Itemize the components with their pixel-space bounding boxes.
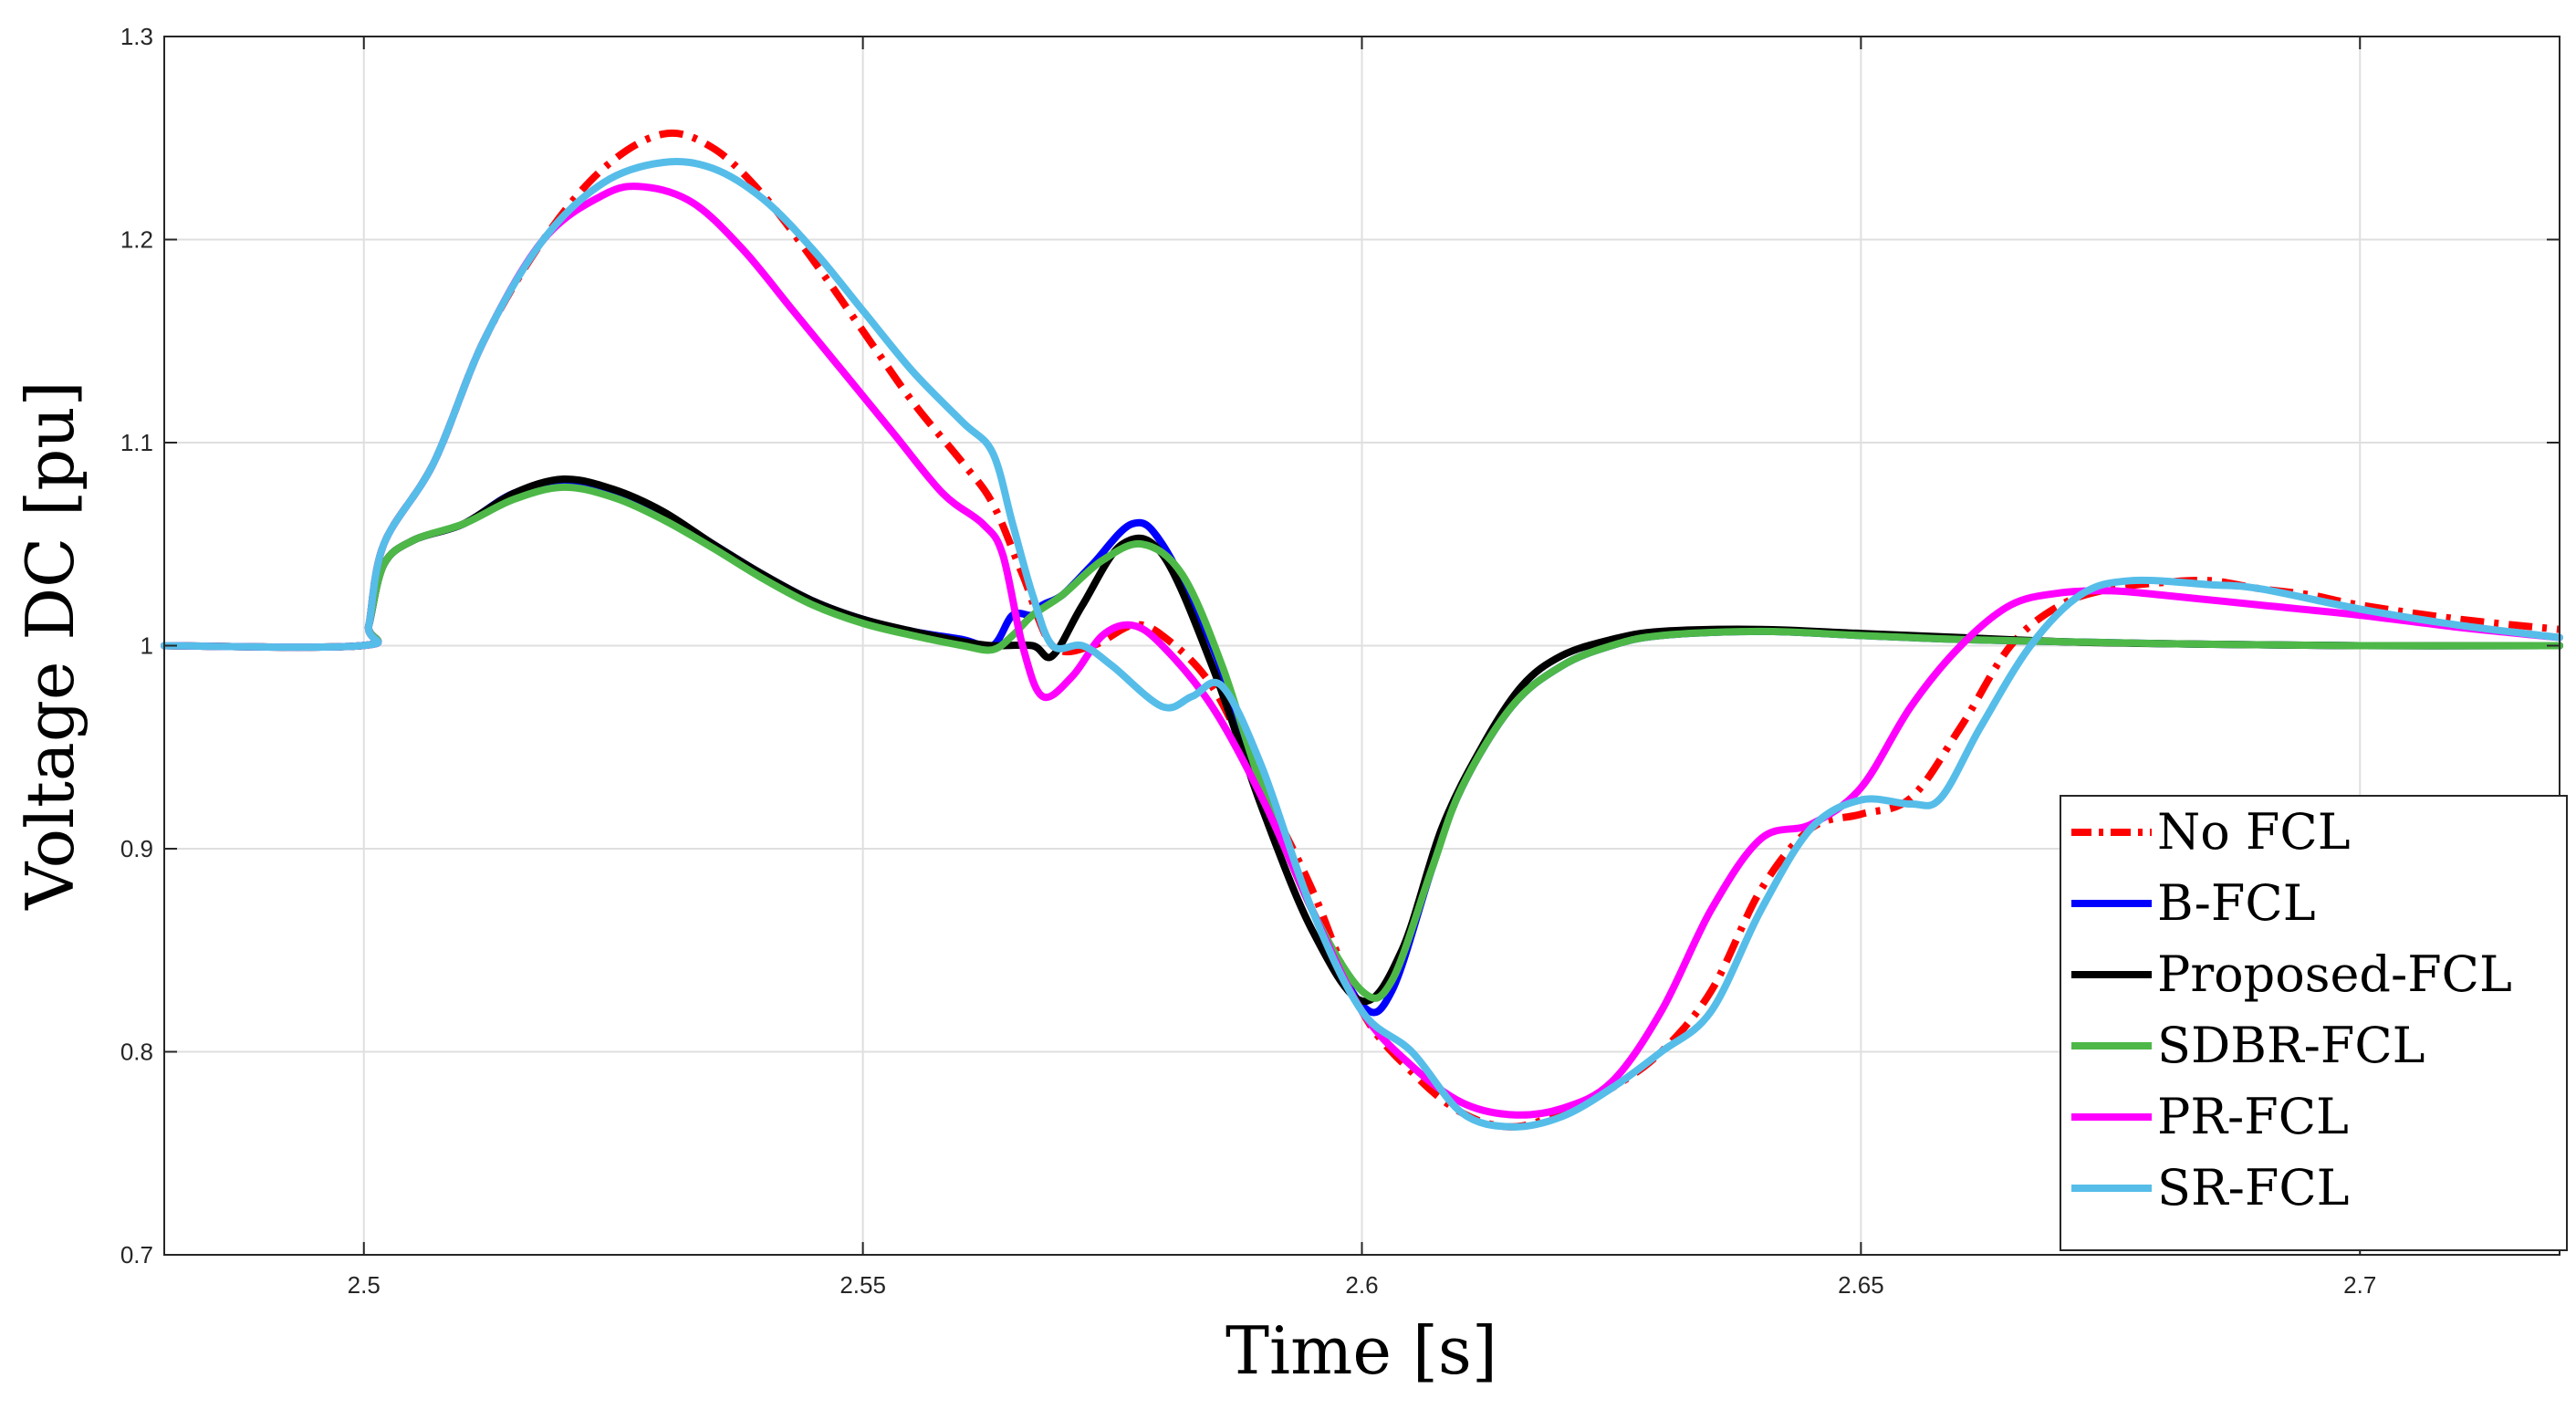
y-tick-label: 0.7 bbox=[120, 1241, 153, 1269]
x-tick-label: 2.65 bbox=[1838, 1271, 1884, 1299]
y-tick-label: 1.1 bbox=[120, 429, 153, 456]
legend-label: Proposed-FCL bbox=[2157, 945, 2512, 1003]
legend-label: SDBR-FCL bbox=[2157, 1017, 2425, 1074]
series-line-pr-fcl bbox=[161, 183, 2563, 1119]
x-tick-label: 2.6 bbox=[1345, 1271, 1378, 1299]
y-tick-label: 1 bbox=[141, 632, 153, 660]
axis-ticks: 2.5 2.55 2.6 2.65 2.7 0.7 0.8 0.9 1 1.1 1.2 1.3 bbox=[120, 23, 2560, 1299]
series-layer bbox=[161, 129, 2563, 1131]
legend-label: SR-FCL bbox=[2157, 1159, 2350, 1216]
x-tick-label: 2.5 bbox=[348, 1271, 381, 1299]
y-tick-label: 1.3 bbox=[120, 23, 153, 50]
legend-label: PR-FCL bbox=[2157, 1088, 2349, 1145]
y-axis-label: Voltage DC [pu] bbox=[12, 381, 89, 911]
legend-label: B-FCL bbox=[2157, 874, 2316, 932]
y-tick-label: 0.9 bbox=[120, 835, 153, 862]
y-tick-label: 1.2 bbox=[120, 226, 153, 254]
legend-box bbox=[2060, 795, 2568, 1251]
series-line-sr-fcl bbox=[161, 158, 2563, 1131]
x-tick-label: 2.55 bbox=[840, 1271, 886, 1299]
series-line-sdbr-fcl bbox=[161, 483, 2563, 1002]
y-tick-label: 0.8 bbox=[120, 1039, 153, 1066]
legend-label: No FCL bbox=[2157, 803, 2351, 861]
legend: No FCL B-FCL Proposed-FCL SDBR-FCL PR-FCL SR-… bbox=[2060, 795, 2568, 1251]
series-line-no-fcl bbox=[163, 129, 2560, 1131]
x-tick-label: 2.7 bbox=[2343, 1271, 2376, 1299]
x-axis-label: Time [s] bbox=[1225, 1312, 1497, 1389]
